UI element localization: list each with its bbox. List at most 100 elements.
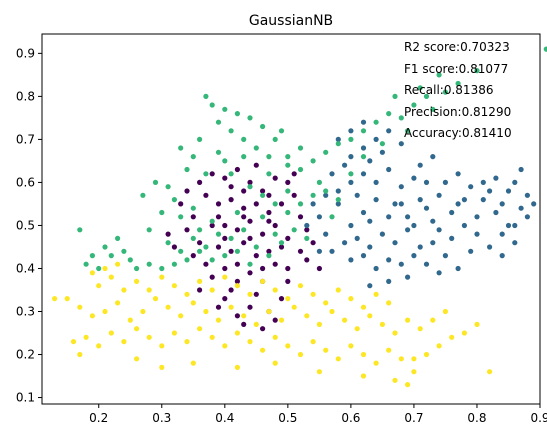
scatter-point (468, 248, 474, 254)
scatter-point (241, 227, 247, 233)
scatter-point (360, 253, 367, 259)
scatter-point (140, 308, 146, 315)
scatter-point (260, 188, 266, 194)
scatter-point (190, 360, 196, 366)
x-axis: 0.2 0.3 0.4 0.5 0.6 0.7 0.8 0.9 (89, 404, 547, 425)
scatter-point (310, 158, 316, 164)
scatter-point (348, 154, 354, 160)
scatter-point (423, 261, 430, 267)
scatter-point (165, 184, 171, 190)
scatter-point (436, 343, 442, 349)
scatter-point (178, 313, 184, 319)
scatter-point (379, 141, 385, 147)
scatter-point (442, 89, 448, 95)
scatter-point (209, 218, 215, 224)
scatter-point (266, 171, 272, 177)
scatter-point (171, 244, 177, 250)
scatter-point (260, 347, 266, 353)
scatter-point (108, 253, 114, 259)
scatter-point (278, 240, 285, 246)
scatter-point (96, 283, 102, 289)
scatter-point (348, 257, 354, 263)
scatter-point (159, 209, 165, 216)
scatter-point (228, 248, 234, 254)
scatter-point (304, 235, 310, 241)
scatter-point (316, 321, 322, 327)
scatter-point (449, 209, 455, 216)
scatter-point (228, 304, 234, 310)
scatter-point (272, 334, 278, 340)
scatter-point (127, 317, 133, 323)
scatter-point (512, 240, 518, 246)
scatter-point (253, 145, 259, 151)
scatter-point (316, 248, 322, 254)
scatter-point (386, 278, 392, 284)
scatter-point (285, 188, 291, 194)
scatter-point (367, 244, 373, 250)
scatter-point (285, 343, 291, 349)
scatter-point (455, 265, 461, 272)
scatter-point (266, 209, 272, 216)
scatter-point (518, 205, 524, 211)
scatter-point (159, 274, 165, 280)
scatter-point (386, 214, 392, 220)
scatter-point (291, 304, 297, 310)
scatter-point (209, 102, 215, 108)
plot-frame (41, 33, 541, 405)
scatter-point (272, 261, 278, 267)
scatter-point (373, 119, 379, 125)
scatter-point (241, 205, 247, 211)
scatter-point (165, 304, 171, 310)
scatter-point (247, 179, 253, 185)
scatter-point (247, 184, 253, 190)
scatter-point (222, 106, 228, 112)
scatter-point (367, 218, 373, 224)
scatter-point (228, 197, 234, 203)
scatter-point (241, 136, 247, 142)
scatter-point (234, 111, 240, 117)
scatter-point (392, 377, 398, 383)
scatter-point (165, 240, 171, 246)
scatter-point (222, 253, 228, 259)
annotation-recall: Recall:0.81386 (404, 83, 493, 97)
scatter-point (266, 308, 272, 315)
x-tick-label: 0.8 (467, 411, 486, 425)
scatter-point (342, 240, 348, 246)
scatter-point (115, 235, 121, 241)
x-tick-label: 0.5 (278, 411, 297, 425)
scatter-point (197, 248, 203, 254)
scatter-point (108, 330, 114, 336)
scatter-point (278, 128, 285, 134)
scatter-point (297, 145, 304, 151)
scatter-point (354, 192, 360, 198)
scatter-point (285, 162, 291, 168)
scatter-point (360, 351, 367, 358)
scatter-point (423, 351, 430, 358)
chart-title: GaussianNB (249, 13, 333, 29)
scatter-point (234, 166, 240, 173)
x-tick-label: 0.4 (215, 411, 234, 425)
scatter-point (77, 304, 83, 310)
scatter-point (405, 317, 411, 323)
scatter-point (360, 154, 367, 160)
scatter-point (417, 326, 423, 332)
scatter-point (159, 265, 165, 272)
scatter-point (398, 356, 404, 362)
scatter-point (184, 188, 190, 194)
scatter-point (260, 231, 266, 237)
scatter-point (159, 364, 165, 370)
scatter-point (178, 214, 184, 220)
scatter-point (379, 149, 385, 155)
scatter-point (190, 154, 196, 160)
scatter-point (215, 214, 222, 220)
scatter-point (209, 274, 215, 280)
x-tick-label: 0.7 (404, 411, 423, 425)
scatter-point (405, 128, 411, 134)
scatter-point (392, 201, 398, 207)
scatter-point (197, 179, 203, 185)
scatter-point (247, 270, 253, 276)
scatter-point (197, 287, 203, 293)
scatter-point (291, 192, 297, 198)
scatter-point (203, 244, 209, 250)
